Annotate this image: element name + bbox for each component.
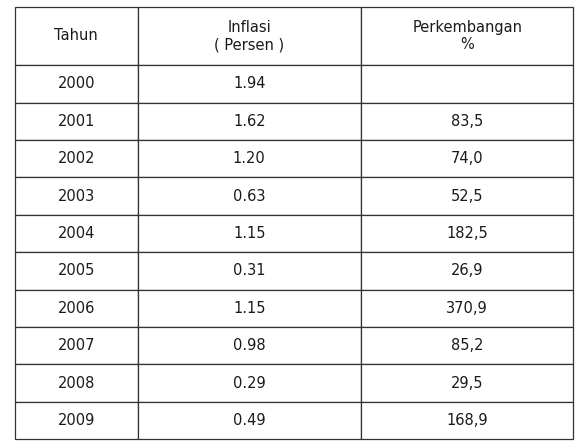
Text: 1.15: 1.15	[233, 226, 266, 241]
Text: 0.31: 0.31	[233, 264, 266, 278]
Text: 2004: 2004	[58, 226, 95, 241]
Bar	[138, 364, 361, 402]
Bar	[138, 140, 361, 178]
Text: 74,0: 74,0	[451, 151, 483, 166]
Bar	[361, 65, 573, 103]
Bar	[15, 7, 138, 65]
Text: 0.98: 0.98	[233, 338, 266, 353]
Text: 29,5: 29,5	[451, 376, 483, 391]
Bar	[361, 178, 573, 215]
Text: 0.49: 0.49	[233, 413, 266, 428]
Bar	[138, 178, 361, 215]
Text: Inflasi
( Persen ): Inflasi ( Persen )	[214, 20, 285, 52]
Text: 2000: 2000	[58, 76, 95, 91]
Bar	[15, 103, 138, 140]
Bar	[361, 289, 573, 327]
Bar	[138, 215, 361, 252]
Bar	[15, 65, 138, 103]
Text: 2005: 2005	[58, 264, 95, 278]
Bar	[138, 402, 361, 439]
Text: 26,9: 26,9	[451, 264, 483, 278]
Text: Tahun: Tahun	[54, 29, 98, 43]
Bar	[15, 289, 138, 327]
Bar	[15, 402, 138, 439]
Text: 83,5: 83,5	[451, 114, 483, 129]
Bar	[15, 178, 138, 215]
Bar	[361, 103, 573, 140]
Bar	[138, 65, 361, 103]
Text: 2007: 2007	[58, 338, 95, 353]
Bar	[361, 327, 573, 364]
Bar	[138, 103, 361, 140]
Bar	[138, 289, 361, 327]
Bar	[361, 215, 573, 252]
Text: 1.94: 1.94	[233, 76, 266, 91]
Bar	[138, 252, 361, 289]
Text: 2006: 2006	[58, 301, 95, 316]
Text: 168,9: 168,9	[446, 413, 488, 428]
Text: 370,9: 370,9	[446, 301, 488, 316]
Text: 1.15: 1.15	[233, 301, 266, 316]
Bar	[361, 364, 573, 402]
Text: 2002: 2002	[58, 151, 95, 166]
Text: Perkembangan
%: Perkembangan %	[412, 20, 522, 52]
Bar	[361, 140, 573, 178]
Text: 1.62: 1.62	[233, 114, 266, 129]
Bar	[361, 252, 573, 289]
Bar	[138, 7, 361, 65]
Bar	[15, 140, 138, 178]
Text: 2001: 2001	[58, 114, 95, 129]
Bar	[138, 327, 361, 364]
Text: 2008: 2008	[58, 376, 95, 391]
Bar	[15, 327, 138, 364]
Bar	[15, 215, 138, 252]
Text: 182,5: 182,5	[446, 226, 488, 241]
Text: 2009: 2009	[58, 413, 95, 428]
Text: 0.63: 0.63	[233, 189, 266, 203]
Bar	[15, 252, 138, 289]
Bar	[15, 364, 138, 402]
Bar	[361, 7, 573, 65]
Text: 0.29: 0.29	[233, 376, 266, 391]
Text: 85,2: 85,2	[451, 338, 483, 353]
Bar	[361, 402, 573, 439]
Text: 2003: 2003	[58, 189, 95, 203]
Text: 1.20: 1.20	[233, 151, 266, 166]
Text: 52,5: 52,5	[451, 189, 483, 203]
